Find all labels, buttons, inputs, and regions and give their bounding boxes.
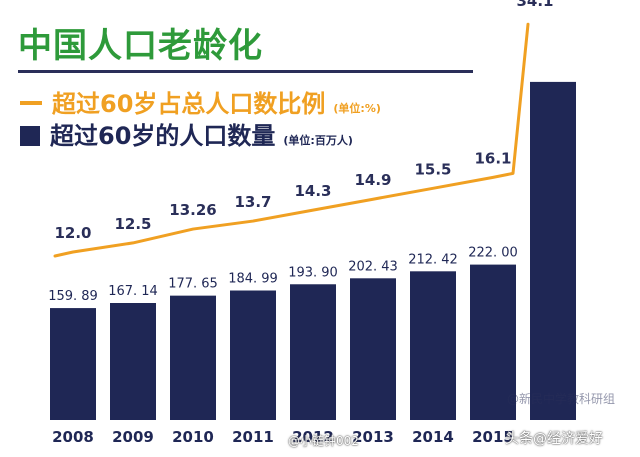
ratio-line (53, 22, 530, 258)
bar (170, 295, 216, 420)
bar (530, 81, 576, 421)
bar (350, 278, 396, 420)
watermark-toutiao: 头条@经济爱好 (505, 431, 603, 447)
ratio-value-label: 13.26 (169, 201, 216, 219)
bar (410, 271, 456, 420)
x-tick-label: 2015 (472, 428, 514, 446)
bar (290, 284, 336, 420)
watermark-weibo: @小链钟002 (288, 434, 359, 448)
ratio-value-label: 13.7 (234, 193, 271, 211)
bar-value-label: 167. 14 (108, 284, 158, 299)
bar-value-label: 212. 42 (408, 252, 458, 267)
legend-item-ratio: 超过60岁占总人口数比例 (单位:%) (20, 84, 381, 119)
legend-ratio-label: 超过60岁占总人口数比例 (52, 90, 326, 118)
bar-value-label: 184. 99 (228, 272, 278, 287)
legend-count-label: 超过60岁的人口数量 (50, 122, 276, 150)
watermark-school: @新民中学教科研组 (507, 392, 616, 406)
x-tick-label: 2012 (292, 428, 334, 446)
ratio-value-label: 14.9 (354, 171, 391, 189)
bar-value-label: 159. 89 (48, 289, 98, 304)
bar (470, 264, 516, 420)
legend-ratio-unit: (单位:%) (333, 102, 381, 115)
legend-count-unit: (单位:百万人) (283, 134, 353, 147)
legend-line-marker (20, 101, 42, 105)
bar (50, 308, 96, 420)
chart-title: 中国人口老龄化 (18, 26, 263, 66)
ratio-value-label: 14.3 (294, 182, 331, 200)
x-tick-label: 2013 (352, 428, 394, 446)
x-tick-label: 2008 (52, 428, 94, 446)
x-tick-label: 2010 (172, 428, 214, 446)
bar-value-label: 177. 65 (168, 277, 218, 292)
ratio-value-label: 15.5 (414, 160, 451, 178)
bar-value-label: 202. 43 (348, 259, 398, 274)
legend-item-count: 超过60岁的人口数量 (单位:百万人) (20, 116, 353, 151)
ratio-value-label: 16.1 (474, 149, 511, 167)
title-underline (18, 70, 473, 73)
ratio-value-label: 12.0 (54, 224, 91, 242)
ratio-value-label: 34.1 (516, 0, 553, 10)
bar (230, 290, 276, 420)
legend-bar-marker (20, 126, 40, 146)
x-tick-label: 2009 (112, 428, 154, 446)
bar-value-label: 222. 00 (468, 246, 518, 261)
bar-value-label: 193. 90 (288, 265, 338, 280)
x-tick-label: 2011 (232, 428, 274, 446)
bar (110, 303, 156, 420)
ratio-value-label: 12.5 (114, 215, 151, 233)
x-tick-label: 2014 (412, 428, 454, 446)
